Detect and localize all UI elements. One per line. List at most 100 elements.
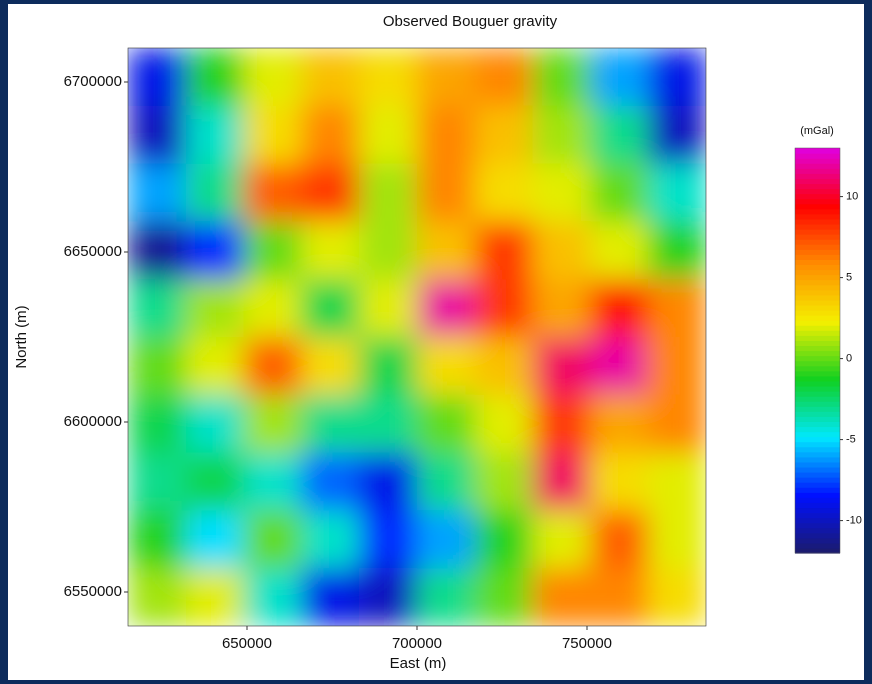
cell bbox=[301, 510, 359, 568]
colorbar-swatch bbox=[795, 533, 840, 539]
cell bbox=[590, 395, 648, 453]
cell bbox=[648, 568, 706, 626]
cell bbox=[590, 337, 648, 395]
colorbar-swatch bbox=[795, 351, 840, 357]
colorbar-swatch bbox=[795, 270, 840, 276]
colorbar-swatch bbox=[795, 502, 840, 508]
colorbar-swatch bbox=[795, 310, 840, 316]
colorbar-swatch bbox=[795, 452, 840, 458]
chart: Observed Bouguer gravity East (m) North … bbox=[0, 0, 872, 684]
cell bbox=[475, 279, 533, 337]
cell bbox=[533, 568, 591, 626]
colorbar-swatch bbox=[795, 371, 840, 377]
colorbar-swatch bbox=[795, 335, 840, 341]
cell bbox=[301, 337, 359, 395]
cell bbox=[301, 395, 359, 453]
cell bbox=[359, 453, 417, 511]
cell bbox=[301, 48, 359, 106]
colorbar-swatch bbox=[795, 239, 840, 245]
colorbar-swatch bbox=[795, 432, 840, 438]
cell bbox=[186, 221, 244, 279]
colorbar-swatch bbox=[795, 249, 840, 255]
cell bbox=[590, 510, 648, 568]
cell bbox=[590, 48, 648, 106]
colorbar-swatch bbox=[795, 340, 840, 346]
cell bbox=[359, 221, 417, 279]
colorbar-swatch bbox=[795, 290, 840, 296]
cell bbox=[533, 279, 591, 337]
colorbar-swatch bbox=[795, 472, 840, 478]
colorbar-swatch bbox=[795, 330, 840, 336]
cell bbox=[128, 279, 186, 337]
y-axis-label: North (m) bbox=[13, 305, 30, 368]
colorbar-swatch bbox=[795, 523, 840, 529]
colorbar-swatch bbox=[795, 183, 840, 189]
cell bbox=[359, 337, 417, 395]
cell bbox=[186, 453, 244, 511]
cell bbox=[128, 48, 186, 106]
cell bbox=[244, 221, 302, 279]
colorbar-swatch bbox=[795, 158, 840, 164]
cell bbox=[359, 48, 417, 106]
x-tick-label: 750000 bbox=[562, 635, 612, 652]
cell bbox=[648, 453, 706, 511]
colorbar-swatch bbox=[795, 305, 840, 311]
cell bbox=[128, 221, 186, 279]
cell bbox=[417, 568, 475, 626]
cell bbox=[648, 106, 706, 164]
colorbar-swatch bbox=[795, 244, 840, 250]
cell bbox=[417, 510, 475, 568]
cell bbox=[301, 568, 359, 626]
colorbar-swatch bbox=[795, 254, 840, 260]
cell bbox=[533, 337, 591, 395]
cell bbox=[475, 395, 533, 453]
cell bbox=[128, 395, 186, 453]
cell bbox=[128, 337, 186, 395]
colorbar-swatch bbox=[795, 538, 840, 544]
colorbar-swatch bbox=[795, 315, 840, 321]
cell bbox=[301, 221, 359, 279]
colorbar-swatch bbox=[795, 497, 840, 503]
cell bbox=[244, 453, 302, 511]
colorbar-swatch bbox=[795, 426, 840, 432]
cell bbox=[186, 279, 244, 337]
x-tick-label: 650000 bbox=[222, 635, 272, 652]
colorbar-swatch bbox=[795, 518, 840, 524]
cell bbox=[417, 48, 475, 106]
cell bbox=[359, 568, 417, 626]
colorbar-swatch bbox=[795, 396, 840, 402]
cell bbox=[244, 106, 302, 164]
cell bbox=[590, 106, 648, 164]
cell bbox=[475, 510, 533, 568]
cell bbox=[128, 164, 186, 222]
cell bbox=[128, 106, 186, 164]
colorbar-swatch bbox=[795, 264, 840, 270]
colorbar-swatch bbox=[795, 204, 840, 210]
colorbar-swatch bbox=[795, 416, 840, 422]
colorbar-swatch bbox=[795, 168, 840, 174]
cell bbox=[359, 510, 417, 568]
colorbar-swatch bbox=[795, 442, 840, 448]
cell bbox=[417, 221, 475, 279]
colorbar-swatch bbox=[795, 224, 840, 230]
cell bbox=[648, 395, 706, 453]
colorbar-tick-label: 5 bbox=[846, 272, 852, 284]
colorbar-tick-label: -5 bbox=[846, 434, 856, 446]
cell bbox=[301, 164, 359, 222]
cell bbox=[648, 48, 706, 106]
cell bbox=[186, 106, 244, 164]
colorbar-swatch bbox=[795, 219, 840, 225]
heatmap bbox=[128, 48, 707, 627]
colorbar-swatch bbox=[795, 376, 840, 382]
cell bbox=[533, 395, 591, 453]
cell bbox=[475, 453, 533, 511]
colorbar-swatch bbox=[795, 178, 840, 184]
cell bbox=[648, 279, 706, 337]
colorbar-swatch bbox=[795, 467, 840, 473]
cell bbox=[475, 106, 533, 164]
colorbar-swatch bbox=[795, 209, 840, 215]
cell bbox=[244, 48, 302, 106]
colorbar-swatch bbox=[795, 487, 840, 493]
y-tick-label: 6600000 bbox=[64, 413, 122, 430]
colorbar-swatch bbox=[795, 366, 840, 372]
